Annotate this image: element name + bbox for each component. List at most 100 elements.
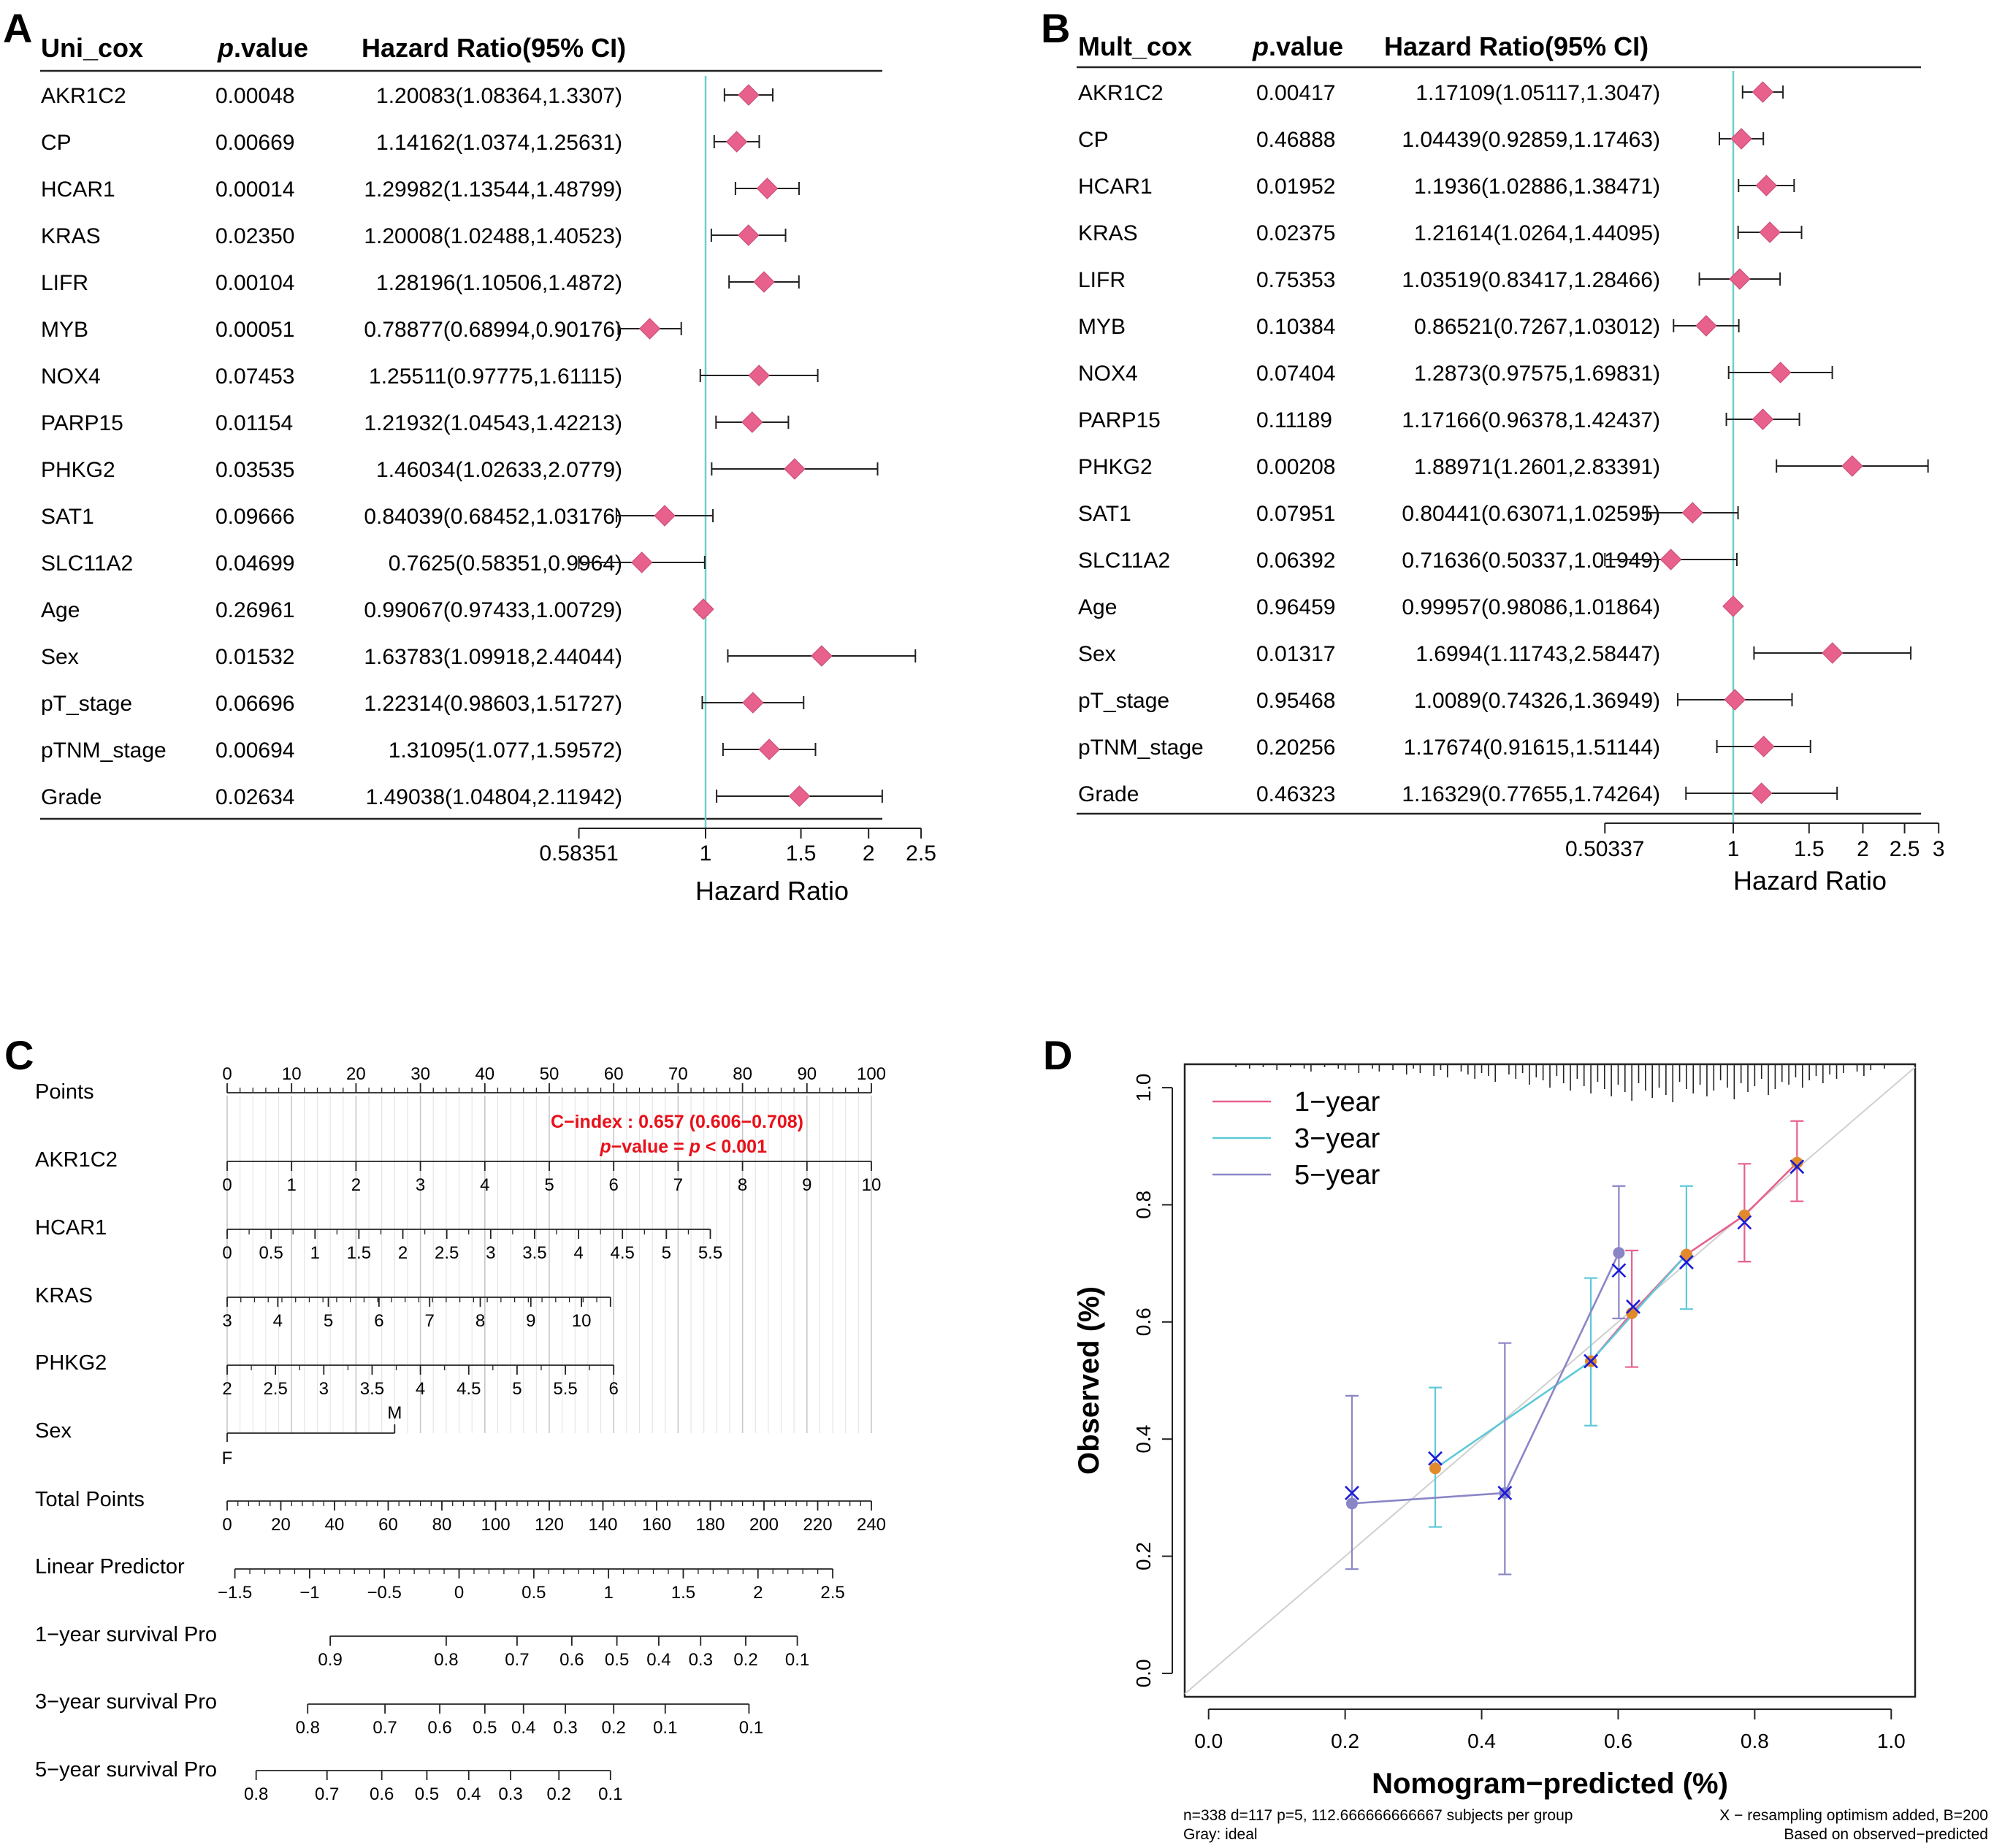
row-label: MYB <box>41 318 88 342</box>
scale-label: 5−year survival Pro <box>35 1758 217 1782</box>
panel-letter-d: D <box>1043 1032 1072 1078</box>
hazard-ratio-text: 1.49038(1.04804,2.11942) <box>366 785 622 809</box>
p-italic: p <box>599 1137 611 1157</box>
scale-tick-label: 0.2 <box>602 1718 626 1738</box>
scale-tick-label: 0.7 <box>505 1650 529 1670</box>
hazard-ratio-text: 1.17166(0.96378,1.42437) <box>1402 408 1660 432</box>
hazard-ratio-text: 1.46034(1.02633,2.0779) <box>376 458 622 482</box>
scale-tick-label: 100 <box>481 1515 511 1535</box>
scale-tick-label: 5 <box>662 1243 671 1263</box>
scale-tick-label: 2.5 <box>820 1583 844 1603</box>
scale-label: 1−year survival Pro <box>35 1623 217 1646</box>
x-tick-label: 0.0 <box>1194 1730 1223 1752</box>
row-label: AKR1C2 <box>1078 81 1164 105</box>
scale-tick-label: 3.5 <box>522 1243 546 1263</box>
scale-tick-label: 5 <box>324 1311 333 1331</box>
scale-tick-label: 0 <box>222 1064 232 1084</box>
hazard-ratio-diamond <box>753 271 775 293</box>
scale-tick-label: 40 <box>325 1515 345 1535</box>
observed-point <box>1429 1462 1441 1475</box>
scale-tick-label: 10 <box>282 1064 302 1084</box>
scale-tick-label: 1 <box>603 1583 613 1603</box>
scale-tick-label: 0 <box>454 1583 464 1603</box>
row-label: PARP15 <box>1078 408 1161 432</box>
scale-tick-label: −1 <box>299 1583 319 1603</box>
scale-tick-label: 1 <box>310 1243 320 1263</box>
hazard-ratio-diamond <box>788 785 811 807</box>
scale-tick-label: 0.8 <box>296 1718 320 1738</box>
nomogram-gridlines <box>226 1096 872 1433</box>
p-value: 0.07453 <box>215 364 294 389</box>
y-tick-label: 0.6 <box>1132 1307 1155 1336</box>
scale-tick-label: 0.4 <box>511 1718 535 1738</box>
scale-tick-label: 5.5 <box>698 1243 722 1263</box>
scale-tick-label: M <box>387 1403 402 1423</box>
hazard-ratio-diamond <box>692 598 714 620</box>
pvalue-rest: .value <box>1269 31 1343 61</box>
hazard-ratio-text: 1.31095(1.077,1.59572) <box>389 738 622 763</box>
hazard-ratio-text: 1.14162(1.0374,1.25631) <box>376 131 622 155</box>
row-label: CP <box>1078 128 1109 152</box>
scale-tick-label: 6 <box>609 1175 619 1195</box>
row-label: pT_stage <box>41 692 132 716</box>
calibration-series <box>1345 1120 1805 1576</box>
scale-tick-label: 3 <box>319 1379 329 1399</box>
row-label: LIFR <box>41 271 88 295</box>
hazard-ratio-text: 1.22314(0.98603,1.51727) <box>364 692 622 716</box>
scale-tick-label: 30 <box>410 1064 430 1084</box>
scale-tick-label: 0.7 <box>373 1718 397 1738</box>
scale-label: Linear Predictor <box>35 1555 185 1578</box>
scale-tick-label: 6 <box>609 1379 619 1399</box>
column-header-hazard-ratio: Hazard Ratio(95% CI) <box>1384 31 1649 61</box>
scale-tick-label: 7 <box>673 1175 683 1195</box>
hazard-ratio-diamond <box>1730 128 1752 150</box>
row-label: Age <box>1078 595 1117 619</box>
y-tick-label: 0.4 <box>1132 1425 1155 1454</box>
p-value: 0.46323 <box>1256 782 1335 806</box>
hazard-ratio-text: 1.25511(0.97775,1.61115) <box>369 364 622 389</box>
hazard-ratio-diamond <box>738 84 760 106</box>
scale-tick-label: 50 <box>540 1064 559 1084</box>
forest-rows-b: AKR1C2 0.00417 1.17109(1.05117,1.3047) CP 0.… <box>1078 71 1929 823</box>
row-label: LIFR <box>1078 268 1126 292</box>
scale-tick-label: 0.7 <box>315 1784 339 1804</box>
p-value: 0.01154 <box>215 411 293 435</box>
hazard-ratio-text: 1.16329(0.77655,1.74264) <box>1402 782 1660 806</box>
p-value: 0.07404 <box>1256 362 1335 386</box>
optimism-cross <box>1789 1159 1805 1175</box>
panel-letter-c: C <box>4 1032 34 1078</box>
hazard-ratio-diamond <box>1752 408 1774 430</box>
p-value: 0.96459 <box>1256 595 1335 619</box>
hazard-ratio-text: 0.99957(0.98086,1.01864) <box>1402 595 1660 619</box>
hazard-ratio-text: 1.21614(1.0264,1.44095) <box>1414 221 1660 245</box>
hazard-ratio-text: 1.20083(1.08364,1.3307) <box>376 84 622 108</box>
hazard-ratio-diamond <box>1759 221 1781 243</box>
axis-tick-label: 0.58351 <box>539 841 618 866</box>
scale-tick-label: 2 <box>398 1243 408 1263</box>
panel-letter-b: B <box>1041 5 1070 51</box>
scale-tick-label: 0.5 <box>522 1583 546 1603</box>
hazard-ratio-text: 1.03519(0.83417,1.28466) <box>1402 268 1660 292</box>
scale-tick-label: 2 <box>351 1175 361 1195</box>
legend-label: 5−year <box>1294 1160 1380 1191</box>
axis-title-a: Hazard Ratio <box>695 876 849 906</box>
axis-tick-label: 2.5 <box>906 841 936 866</box>
row-label: pTNM_stage <box>41 738 167 763</box>
legend-label: 3−year <box>1294 1123 1380 1154</box>
scale-tick-label: 2 <box>753 1583 763 1603</box>
scale-tick-label: 120 <box>535 1515 564 1535</box>
p-value: 0.03535 <box>215 458 294 482</box>
p-value: 0.02350 <box>215 224 294 248</box>
axis-tick-label: 2.5 <box>1890 837 1920 861</box>
optimism-cross <box>1345 1486 1359 1500</box>
scale-tick-label: 9 <box>526 1311 535 1331</box>
column-header-model: Mult_cox <box>1078 31 1192 61</box>
scale-tick-label: 1.5 <box>671 1583 695 1603</box>
p-italic-2: p <box>689 1137 700 1157</box>
hazard-ratio-text: 1.21932(1.04543,1.42213) <box>364 411 622 435</box>
row-label: HCAR1 <box>41 177 115 202</box>
c-index-annotation: C−index : 0.657 (0.606−0.708) <box>551 1112 803 1132</box>
scale-tick-label: 0.6 <box>559 1650 584 1670</box>
p-value: 0.06392 <box>1256 549 1335 573</box>
